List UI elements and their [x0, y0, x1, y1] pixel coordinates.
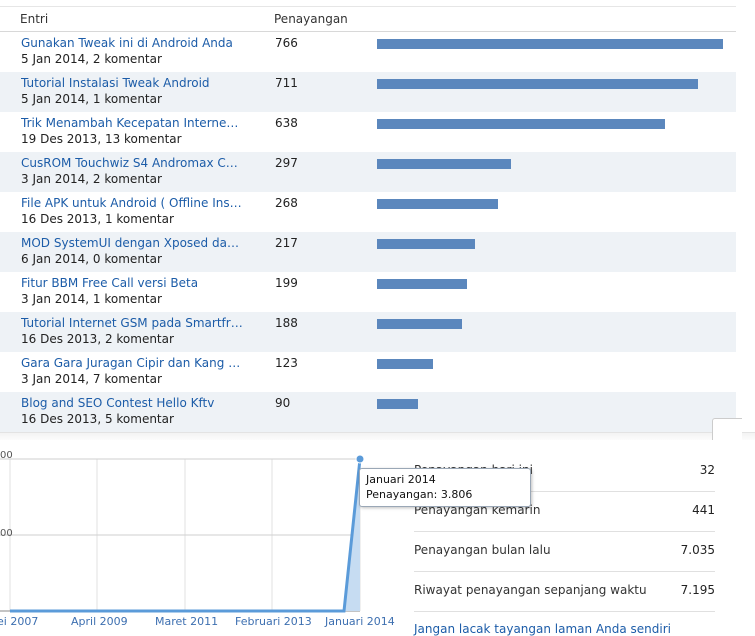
- table-row: MOD SystemUI dengan Xposed da… 6 Jan 2014…: [0, 232, 736, 272]
- series-line: [10, 458, 362, 613]
- chart-tooltip: Januari 2014 Penayangan: 3.806: [359, 468, 531, 507]
- stat-label: Riwayat penayangan sepanjang waktu: [414, 583, 647, 597]
- post-title-link[interactable]: Tutorial Instalasi Tweak Android: [21, 76, 210, 90]
- post-meta: 16 Des 2013, 2 komentar: [21, 332, 174, 346]
- table-row: Trik Menambah Kecepatan Internet … 19 Des…: [0, 112, 736, 152]
- table-row: Gara Gara Juragan Cipir dan Kang I… 3 Jan…: [0, 352, 736, 392]
- x-tick-label: Maret 2011: [155, 615, 219, 628]
- stat-last-month: Penayangan bulan lalu 7.035: [414, 532, 715, 572]
- y-tick-label: 00: [0, 450, 13, 461]
- tooltip-views: Penayangan: 3.806: [366, 488, 473, 501]
- post-views: 638: [275, 116, 298, 130]
- views-chart: 00 00 ei 2007 April 2009 Maret 2011 Febr…: [0, 440, 400, 636]
- post-title-link[interactable]: Gara Gara Juragan Cipir dan Kang I…: [21, 356, 243, 370]
- table-header: Entri Penayangan: [0, 6, 736, 32]
- views-bar: [377, 119, 665, 129]
- post-title-link[interactable]: Blog and SEO Contest Hello Kftv: [21, 396, 215, 410]
- x-tick-label: Februari 2013: [235, 615, 312, 628]
- table-row: Blog and SEO Contest Hello Kftv 16 Des 20…: [0, 392, 736, 432]
- stat-label: Penayangan bulan lalu: [414, 543, 551, 557]
- post-meta: 3 Jan 2014, 2 komentar: [21, 172, 162, 186]
- post-views: 297: [275, 156, 298, 170]
- post-title-link[interactable]: Trik Menambah Kecepatan Internet …: [21, 116, 243, 130]
- stat-value: 7.195: [680, 583, 715, 597]
- table-body: Gunakan Tweak ini di Android Anda 5 Jan 2…: [0, 32, 736, 432]
- post-views: 268: [275, 196, 298, 210]
- x-tick-label: April 2009: [71, 615, 128, 628]
- post-meta: 6 Jan 2014, 0 komentar: [21, 252, 162, 266]
- scroll-corner: [712, 418, 742, 440]
- views-bar: [377, 39, 723, 49]
- post-title-link[interactable]: CusROM Touchwiz S4 Andromax C…: [21, 156, 238, 170]
- untrack-own-views-link[interactable]: Jangan lacak tayangan laman Anda sendiri: [414, 622, 672, 636]
- table-row: Tutorial Internet GSM pada Smartfr… 16 De…: [0, 312, 736, 352]
- column-header-views: Penayangan: [274, 12, 348, 26]
- views-bar: [377, 239, 475, 249]
- table-row: Fitur BBM Free Call versi Beta 3 Jan 2014…: [0, 272, 736, 312]
- tooltip-date: Januari 2014: [366, 473, 436, 486]
- data-point: [355, 454, 365, 464]
- post-views: 217: [275, 236, 298, 250]
- stat-value: 441: [692, 503, 715, 517]
- post-meta: 16 Des 2013, 1 komentar: [21, 212, 174, 226]
- table-row: CusROM Touchwiz S4 Andromax C… 3 Jan 2014…: [0, 152, 736, 192]
- column-header-entry: Entri: [20, 12, 49, 26]
- post-meta: 5 Jan 2014, 1 komentar: [21, 92, 162, 106]
- post-meta: 3 Jan 2014, 1 komentar: [21, 292, 162, 306]
- table-row: File APK untuk Android ( Offline Ins… 16 …: [0, 192, 736, 232]
- post-title-link[interactable]: Gunakan Tweak ini di Android Anda: [21, 36, 233, 50]
- stat-value: 7.035: [680, 543, 715, 557]
- x-tick-label: ei 2007: [0, 615, 39, 628]
- y-tick-label: 00: [0, 528, 13, 539]
- chart-plot: [0, 454, 365, 613]
- views-bar: [377, 359, 433, 369]
- post-title-link[interactable]: File APK untuk Android ( Offline Ins…: [21, 196, 242, 210]
- post-title-link[interactable]: Tutorial Internet GSM pada Smartfr…: [21, 316, 243, 330]
- post-views: 90: [275, 396, 291, 410]
- post-meta: 3 Jan 2014, 7 komentar: [21, 372, 162, 386]
- post-views: 711: [275, 76, 298, 90]
- stat-all-time: Riwayat penayangan sepanjang waktu 7.195: [414, 572, 715, 612]
- x-tick-label: Januari 2014: [325, 615, 395, 628]
- stat-value: 32: [699, 463, 715, 477]
- views-bar: [377, 279, 467, 289]
- post-views: 199: [275, 276, 298, 290]
- views-bar: [377, 199, 498, 209]
- views-bar: [377, 319, 462, 329]
- post-title-link[interactable]: Fitur BBM Free Call versi Beta: [21, 276, 199, 290]
- posts-table: Entri Penayangan Gunakan Tweak ini di An…: [0, 6, 736, 432]
- views-bar: [377, 399, 418, 409]
- post-meta: 19 Des 2013, 13 komentar: [21, 132, 182, 146]
- post-views: 123: [275, 356, 298, 370]
- post-title-link[interactable]: MOD SystemUI dengan Xposed da…: [21, 236, 239, 250]
- section-divider: [0, 432, 755, 440]
- post-views: 766: [275, 36, 298, 50]
- table-row: Gunakan Tweak ini di Android Anda 5 Jan 2…: [0, 32, 736, 72]
- views-bar: [377, 79, 698, 89]
- views-bar: [377, 159, 511, 169]
- post-meta: 16 Des 2013, 5 komentar: [21, 412, 174, 426]
- post-views: 188: [275, 316, 298, 330]
- post-meta: 5 Jan 2014, 2 komentar: [21, 52, 162, 66]
- table-row: Tutorial Instalasi Tweak Android 5 Jan 20…: [0, 72, 736, 112]
